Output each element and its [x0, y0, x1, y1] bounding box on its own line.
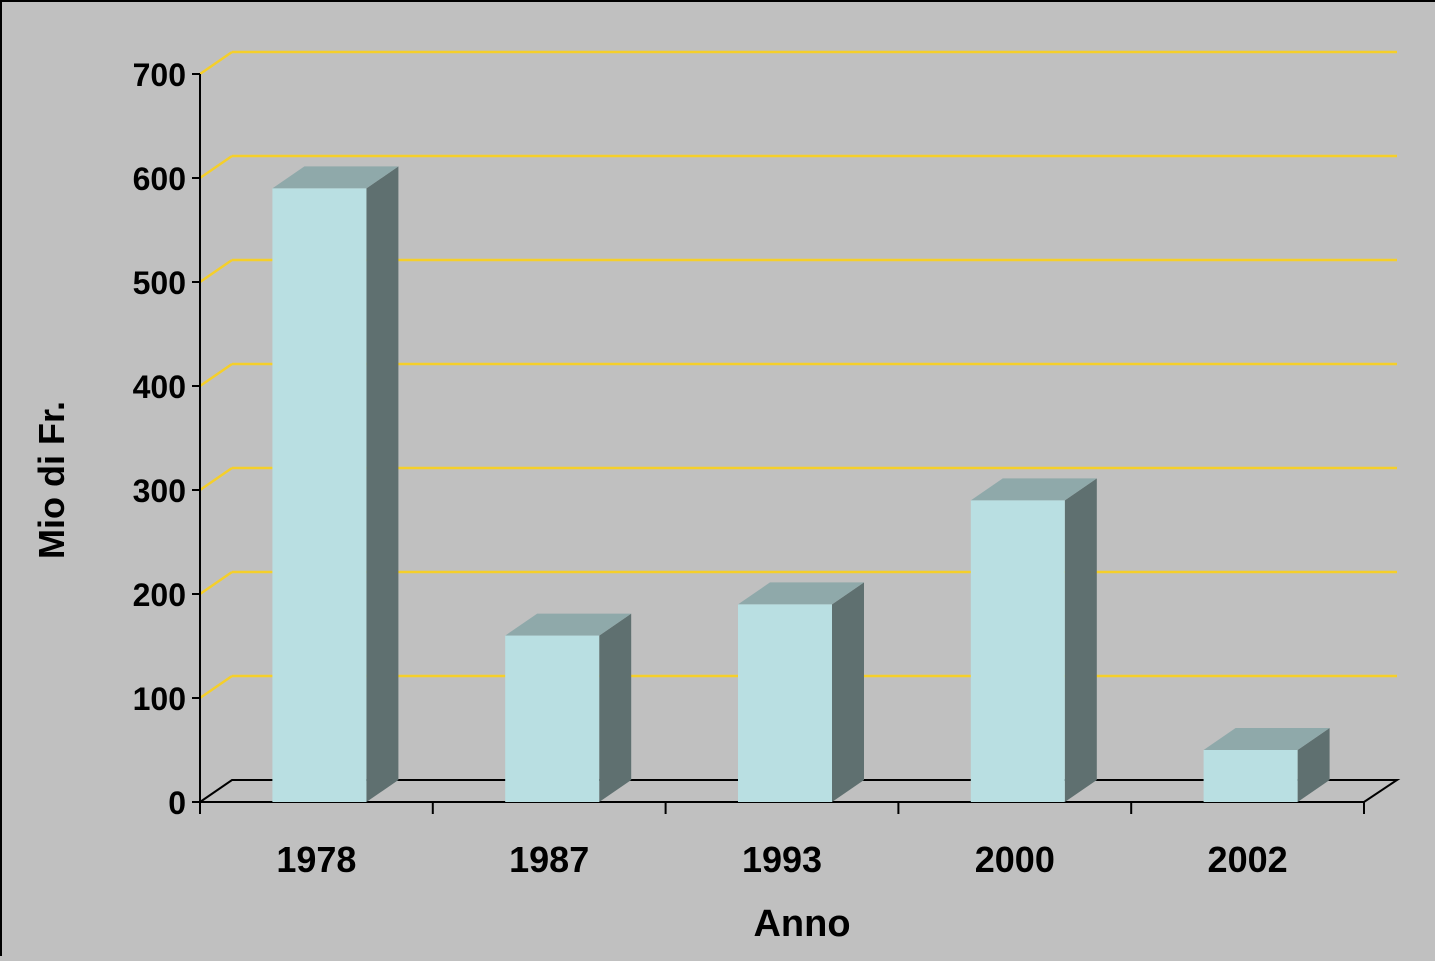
bar-front: [1203, 750, 1298, 802]
y-tick-labels: 0 100 200 300 400 500 600 700: [133, 57, 186, 821]
x-tick-label: 1987: [509, 839, 589, 880]
y-tick-label: 700: [133, 57, 186, 93]
gridlines: [199, 50, 1397, 700]
bar-top: [505, 613, 632, 636]
gridline-connector: [199, 570, 233, 596]
y-axis-label: Mio di Fr.: [31, 401, 72, 559]
bar: [970, 478, 1097, 802]
x-tick-label: 1993: [742, 839, 822, 880]
bar-front: [505, 635, 600, 802]
gridline-connector: [199, 50, 233, 76]
y-tick-label: 300: [133, 473, 186, 509]
gridline-connector: [199, 154, 233, 180]
bar-side: [366, 166, 399, 802]
bar-side: [599, 613, 632, 802]
bar: [738, 582, 864, 802]
bar-front: [738, 604, 832, 802]
bar: [1203, 728, 1330, 802]
bar-side: [1064, 478, 1097, 802]
bar-side: [1297, 728, 1330, 802]
y-tick-label: 200: [133, 577, 186, 613]
bar-front: [272, 188, 367, 802]
bars: [272, 166, 1330, 802]
y-tick-label: 400: [133, 369, 186, 405]
bar-front: [970, 500, 1065, 802]
bar-top: [738, 582, 864, 605]
y-tick-label: 0: [168, 785, 186, 821]
bar-top: [272, 166, 399, 189]
y-tick-label: 100: [133, 681, 186, 717]
bar-side: [832, 582, 864, 802]
x-tick-label: 2002: [1208, 839, 1288, 880]
x-tick-label: 2000: [975, 839, 1055, 880]
x-axis-label: Anno: [753, 903, 850, 945]
gridline-connector: [199, 466, 233, 492]
y-tick-label: 500: [133, 265, 186, 301]
x-tick-label: 1978: [276, 839, 356, 880]
bar: [272, 166, 399, 802]
gridline-connector: [199, 674, 233, 700]
y-tick-label: 600: [133, 161, 186, 197]
x-tick-labels: 1978 1987 1993 2000 2002: [276, 839, 1287, 880]
gridline-connector: [199, 362, 233, 388]
bar-top: [1203, 728, 1330, 750]
bar: [505, 613, 632, 802]
gridline-connector: [199, 258, 233, 284]
bar-top: [970, 478, 1097, 501]
